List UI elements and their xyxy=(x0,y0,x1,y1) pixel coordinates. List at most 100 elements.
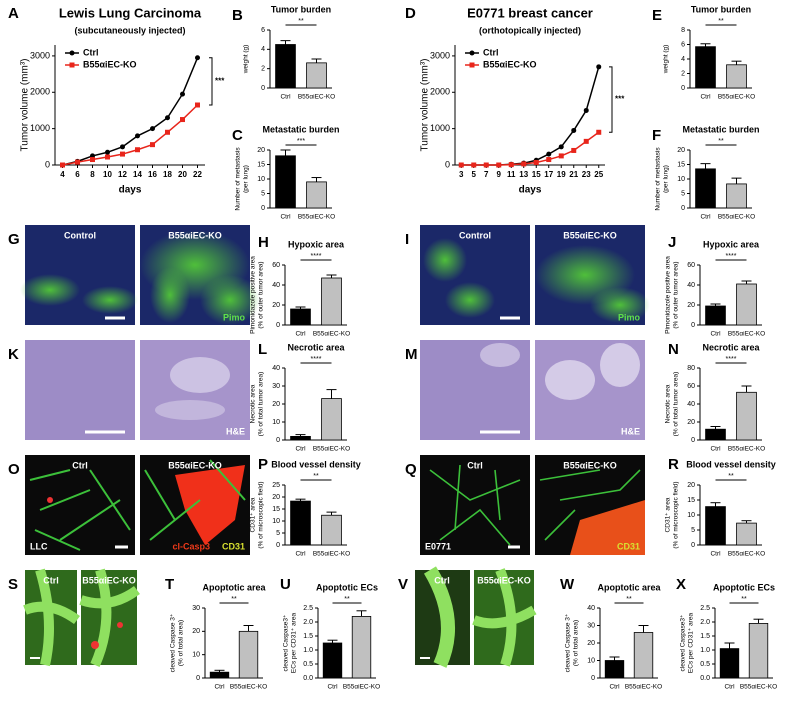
stain xyxy=(82,286,138,314)
panel-letter: Q xyxy=(405,461,417,478)
y-tick-label: 15 xyxy=(677,161,685,168)
stain xyxy=(91,641,99,649)
stain xyxy=(170,357,230,393)
marker xyxy=(596,64,602,70)
chart-title: Necrotic area xyxy=(702,342,760,352)
y-axis-label: ECs per CD31⁺ area xyxy=(291,613,298,674)
y-tick-label: 20 xyxy=(687,419,695,426)
y-tick-label: 5 xyxy=(681,190,685,197)
x-axis-label: days xyxy=(119,185,142,196)
x-tick-label: 13 xyxy=(519,170,528,179)
image-label: LLC xyxy=(30,541,48,551)
x-tick-label: 23 xyxy=(582,170,591,179)
panel-letter: H xyxy=(258,234,269,251)
chart-title: Tumor burden xyxy=(691,4,751,14)
y-axis-label: cleaved Caspase 3⁺ xyxy=(565,613,572,672)
y-axis-label: Number of metastasis xyxy=(235,147,242,211)
x-tick-label: B55αiEC-KO xyxy=(313,551,350,558)
y-tick-label: 80 xyxy=(687,365,695,372)
significance: *** xyxy=(215,76,225,85)
x-tick-label: B55αiEC-KO xyxy=(728,446,765,453)
y-tick-label: 2 xyxy=(681,70,685,77)
image-panel: O Ctrl B55αiEC-KO LLC cl-Casp3 CD31 xyxy=(8,455,250,555)
y-tick-label: 40 xyxy=(272,282,280,289)
bar xyxy=(633,632,654,679)
y-tick-label: 40 xyxy=(687,282,695,289)
image-label: B55αiEC-KO xyxy=(563,460,617,470)
y-tick-label: 10 xyxy=(272,419,280,426)
x-tick-label: 16 xyxy=(148,170,157,179)
marker xyxy=(583,138,589,144)
image-panel: M H&E xyxy=(405,340,645,440)
y-tick-label: 6 xyxy=(681,41,685,48)
image-panel: K H&E xyxy=(8,340,250,440)
marker xyxy=(521,161,527,167)
y-tick-label: 2 xyxy=(261,66,265,73)
panel-letter: K xyxy=(8,346,19,363)
y-tick-label: 0.5 xyxy=(700,661,710,668)
y-axis-label: cleaved Caspase 3⁺ xyxy=(170,613,177,672)
bar xyxy=(321,514,342,546)
x-tick-label: B55αiEC-KO xyxy=(728,331,765,338)
panel-letter: P xyxy=(258,456,268,473)
chart-title: Hypoxic area xyxy=(703,239,760,249)
significance: ** xyxy=(741,596,747,603)
image-panel: V Ctrl B55αiEC-KO xyxy=(398,566,537,668)
y-axis-label: Pimonidazole positive area xyxy=(665,256,672,334)
y-tick-label: 25 xyxy=(272,482,280,489)
y-axis-label: (% of outer tumor area) xyxy=(673,261,680,328)
stain xyxy=(545,360,595,400)
vessels xyxy=(144,459,246,541)
panel-letter: G xyxy=(8,231,20,248)
panel-letter: U xyxy=(280,576,291,593)
stain xyxy=(155,400,225,420)
marker xyxy=(120,144,125,150)
marker xyxy=(546,151,552,157)
x-tick-label: Ctrl xyxy=(295,446,306,453)
y-tick-label: 40 xyxy=(687,401,695,408)
x-tick-label: Ctrl xyxy=(710,446,721,453)
x-tick-label: B55αiEC-KO xyxy=(740,684,777,691)
y-axis-label: (% of total tumor area) xyxy=(258,372,265,437)
bar xyxy=(290,435,311,441)
significance: *** xyxy=(615,95,625,104)
marker xyxy=(458,162,464,168)
panel-letter: F xyxy=(652,127,661,144)
stain-label: CD31 xyxy=(222,541,245,551)
x-tick-label: Ctrl xyxy=(609,684,620,691)
chart-title: Lewis Lung Carcinoma xyxy=(59,5,202,20)
chart-title: E0771 breast cancer xyxy=(467,5,593,20)
y-axis-label: weight (g) xyxy=(663,45,670,75)
bar xyxy=(275,155,296,209)
y-tick-label: 30 xyxy=(272,383,280,390)
y-tick-label: 1000 xyxy=(30,123,50,133)
y-tick-label: 0 xyxy=(45,159,50,169)
y-tick-label: 1.5 xyxy=(700,633,710,640)
y-tick-label: 2.0 xyxy=(700,619,710,626)
significance: **** xyxy=(726,356,737,363)
series-line xyxy=(62,104,199,166)
y-tick-label: 0 xyxy=(276,437,280,444)
legend-marker xyxy=(469,62,475,68)
legend-label: Ctrl xyxy=(83,47,99,57)
panel-letter: M xyxy=(405,346,418,363)
stain-label: H&E xyxy=(226,426,245,436)
legend-marker xyxy=(69,50,75,56)
bar xyxy=(705,506,726,546)
significance: ** xyxy=(298,18,304,25)
marker xyxy=(496,162,502,168)
y-axis-label: CD31⁺ area xyxy=(250,497,257,532)
marker xyxy=(508,162,514,168)
x-tick-label: B55αiEC-KO xyxy=(718,94,755,101)
image-label: Control xyxy=(459,230,491,240)
significance: ** xyxy=(626,596,632,603)
legend-label: Ctrl xyxy=(483,47,499,57)
marker xyxy=(165,115,170,121)
vessels xyxy=(472,568,537,667)
x-tick-label: 22 xyxy=(193,170,202,179)
bar xyxy=(321,277,342,326)
y-axis-label: weight (g) xyxy=(243,45,250,75)
series-line xyxy=(461,66,600,166)
stain xyxy=(150,267,190,323)
y-axis-label: Number of metastasis xyxy=(655,147,662,211)
